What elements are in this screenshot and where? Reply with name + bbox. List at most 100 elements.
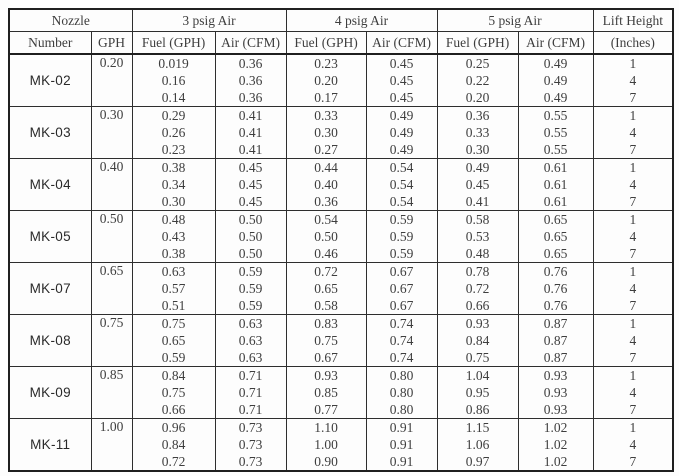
value-line: 0.49 (543, 73, 568, 88)
cell-5psig-air: 0.93 0.93 0.93 (517, 366, 594, 419)
subheader-3psig-air: Air (CFM) (214, 31, 287, 55)
value-line: 7 (629, 246, 637, 261)
value-line: 1.02 (543, 437, 568, 452)
value-line: 0.17 (314, 90, 338, 105)
nozzle-row: MK-08 0.75 0.75 0.65 0.59 0.63 0.63 0.63… (8, 314, 674, 367)
value-line: 0.72 (314, 264, 338, 279)
cell-5psig-fuel: 1.04 0.95 0.86 (436, 366, 519, 419)
value-line: 0.20 (314, 73, 338, 88)
value-line: 0.45 (238, 160, 263, 175)
cell-4psig-air: 0.91 0.91 0.91 (365, 418, 438, 472)
cell-4psig-air: 0.67 0.67 0.67 (365, 262, 438, 315)
value-line: 1.10 (314, 420, 338, 435)
subheader-inches: (Inches) (592, 31, 674, 55)
cell-5psig-air: 0.87 0.87 0.87 (517, 314, 594, 367)
cell-5psig-air: 0.55 0.55 0.55 (517, 106, 594, 159)
cell-4psig-air: 0.54 0.54 0.54 (365, 158, 438, 211)
value-line: 0.80 (389, 368, 414, 383)
cell-lift-height: 1 4 7 (592, 366, 674, 419)
cell-3psig-air: 0.36 0.36 0.36 (214, 53, 287, 107)
cell-3psig-air: 0.45 0.45 0.45 (214, 158, 287, 211)
value-line: 7 (629, 350, 637, 365)
cell-4psig-fuel: 0.33 0.30 0.27 (285, 106, 367, 159)
cell-4psig-fuel: 1.10 1.00 0.90 (285, 418, 367, 472)
value-line: 0.65 (161, 333, 186, 348)
value-line: 0.38 (161, 246, 186, 261)
value-line: 0.49 (389, 108, 414, 123)
value-line: 7 (629, 194, 637, 209)
value-line: 4 (629, 385, 637, 400)
value-line: 0.76 (543, 298, 568, 313)
subheader-5psig-air: Air (CFM) (517, 31, 594, 55)
value-line: 0.40 (314, 177, 338, 192)
cell-3psig-fuel: 0.019 0.16 0.14 (131, 53, 216, 107)
value-line: 0.49 (389, 125, 414, 140)
value-line: 7 (629, 90, 637, 105)
value-line: 1 (629, 368, 637, 383)
cell-4psig-air: 0.49 0.49 0.49 (365, 106, 438, 159)
value-line: 7 (629, 454, 637, 469)
value-line: 0.45 (238, 177, 263, 192)
value-line: 0.30 (314, 125, 338, 140)
value-line: 0.20 (465, 90, 490, 105)
cell-4psig-air: 0.45 0.45 0.45 (365, 53, 438, 107)
nozzle-gph: 0.30 (90, 106, 133, 159)
value-line: 4 (629, 73, 637, 88)
cell-lift-height: 1 4 7 (592, 314, 674, 367)
value-line: 0.87 (543, 333, 568, 348)
nozzle-number: MK-04 (8, 158, 92, 211)
value-line: 0.53 (465, 229, 490, 244)
value-line: 0.80 (389, 385, 414, 400)
value-line: 0.67 (389, 281, 414, 296)
value-line: 0.29 (161, 108, 186, 123)
cell-5psig-fuel: 0.36 0.33 0.30 (436, 106, 519, 159)
header-3psig-air: 3 psig Air (131, 8, 287, 32)
nozzle-gph: 0.20 (90, 53, 133, 107)
value-line: 0.65 (543, 212, 568, 227)
cell-3psig-fuel: 0.75 0.65 0.59 (131, 314, 216, 367)
cell-lift-height: 1 4 7 (592, 106, 674, 159)
value-line: 1.00 (314, 437, 338, 452)
value-line: 0.55 (543, 142, 568, 157)
value-line: 0.65 (314, 281, 338, 296)
value-line: 0.75 (314, 333, 338, 348)
value-line: 4 (629, 437, 637, 452)
nozzle-row: MK-11 1.00 0.96 0.84 0.72 0.73 0.73 0.73… (8, 418, 674, 472)
value-line: 0.73 (238, 437, 263, 452)
value-line: 0.85 (314, 385, 338, 400)
cell-4psig-fuel: 0.54 0.50 0.46 (285, 210, 367, 263)
value-line: 0.96 (161, 420, 186, 435)
cell-5psig-fuel: 0.93 0.84 0.75 (436, 314, 519, 367)
value-line: 0.45 (465, 177, 490, 192)
cell-lift-height: 1 4 7 (592, 262, 674, 315)
value-line: 0.91 (389, 437, 414, 452)
value-line: 0.45 (238, 194, 263, 209)
value-line: 0.34 (161, 177, 186, 192)
cell-3psig-air: 0.41 0.41 0.41 (214, 106, 287, 159)
cell-3psig-fuel: 0.38 0.34 0.30 (131, 158, 216, 211)
value-line: 0.75 (161, 385, 186, 400)
cell-5psig-fuel: 0.58 0.53 0.48 (436, 210, 519, 263)
value-line: 0.019 (158, 56, 189, 71)
value-line: 0.54 (389, 177, 414, 192)
value-line: 0.93 (543, 402, 568, 417)
value-line: 0.72 (465, 281, 490, 296)
value-line: 0.77 (314, 402, 338, 417)
header-lift-height: Lift Height (592, 8, 674, 32)
value-line: 0.55 (543, 125, 568, 140)
value-line: 4 (629, 281, 637, 296)
subheader-number: Number (8, 31, 92, 55)
value-line: 0.76 (543, 264, 568, 279)
value-line: 0.44 (314, 160, 338, 175)
value-line: 0.54 (314, 212, 338, 227)
cell-5psig-air: 1.02 1.02 1.02 (517, 418, 594, 472)
value-line: 0.91 (389, 420, 414, 435)
value-line: 0.75 (465, 350, 490, 365)
value-line: 0.45 (389, 90, 414, 105)
cell-4psig-fuel: 0.44 0.40 0.36 (285, 158, 367, 211)
value-line: 1 (629, 56, 637, 71)
cell-3psig-fuel: 0.63 0.57 0.51 (131, 262, 216, 315)
value-line: 0.93 (465, 316, 490, 331)
value-line: 1.02 (543, 420, 568, 435)
